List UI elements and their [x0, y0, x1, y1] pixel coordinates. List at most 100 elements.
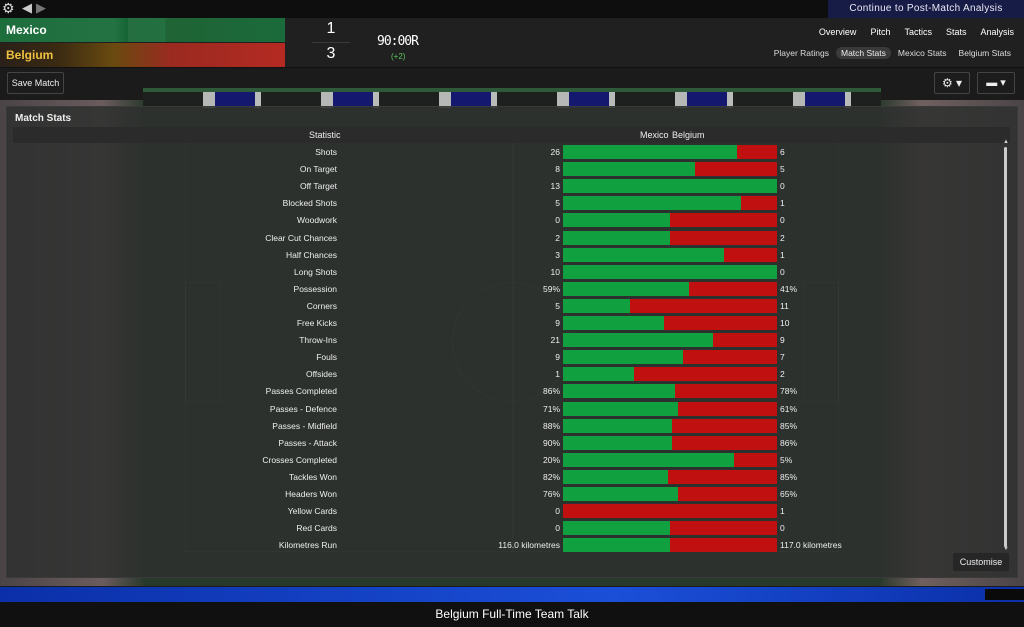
- home-value: 10: [550, 266, 560, 277]
- footer-bar[interactable]: Belgium Full-Time Team Talk: [0, 602, 1024, 627]
- stat-row: Passes Completed 86% 78%: [7, 383, 1007, 400]
- stat-bar: [563, 264, 777, 279]
- stat-row: Corners 5 11: [7, 298, 1007, 315]
- back-arrow-icon[interactable]: ◀: [22, 0, 32, 15]
- home-score: 1: [326, 20, 336, 37]
- stat-row: Crosses Completed 20% 5%: [7, 452, 1007, 469]
- scroll-up-icon[interactable]: ▲: [1003, 139, 1009, 145]
- stat-bar: [563, 418, 777, 433]
- col-away: Belgium: [672, 130, 705, 140]
- tab-stats[interactable]: Stats: [945, 27, 967, 37]
- stat-row: Passes - Midfield 88% 85%: [7, 418, 1007, 435]
- away-team-banner[interactable]: Belgium: [0, 43, 285, 67]
- stat-label: Woodwork: [297, 215, 337, 226]
- stat-label: Passes - Attack: [278, 437, 337, 448]
- stat-bar: [563, 350, 777, 365]
- gear-icon: ⚙ ▾: [941, 76, 963, 90]
- home-share-fill: [563, 350, 684, 365]
- home-share-fill: [563, 538, 670, 553]
- score-divider: [312, 42, 350, 43]
- stat-label: Blocked Shots: [282, 198, 337, 209]
- home-value: 5: [555, 198, 560, 209]
- stat-row: Free Kicks 9 10: [7, 315, 1007, 332]
- away-value: 0: [780, 181, 785, 192]
- home-value: 76%: [542, 489, 560, 499]
- away-value: 7: [780, 352, 785, 363]
- stat-bar: [563, 316, 777, 330]
- home-share-fill: [563, 401, 679, 416]
- home-share-fill: [563, 333, 713, 348]
- stat-label: Tackles Won: [288, 471, 337, 482]
- home-value: 9: [555, 318, 560, 328]
- stat-label: Headers Won: [285, 489, 337, 499]
- top-bar: ⚙ ◀ ▶ Continue to Post-Match Analysis: [0, 0, 1024, 18]
- stat-row: Tackles Won 82% 85%: [7, 469, 1007, 486]
- home-value: 71%: [542, 403, 560, 414]
- tab-tactics[interactable]: Tactics: [904, 27, 932, 37]
- home-share-fill: [563, 145, 737, 159]
- timeline-end: [985, 589, 1024, 600]
- stat-bar: [563, 333, 777, 348]
- stat-row: Long Shots 10 0: [7, 264, 1007, 281]
- home-value: 21: [550, 335, 560, 346]
- stat-label: Passes - Defence: [269, 403, 337, 414]
- options-button[interactable]: ⚙ ▾: [934, 72, 970, 94]
- home-value: 20%: [542, 454, 560, 465]
- stat-row: Possession 59% 41%: [7, 281, 1007, 298]
- stat-bar: [563, 298, 777, 313]
- continue-button[interactable]: Continue to Post-Match Analysis: [828, 0, 1024, 18]
- home-value: 3: [555, 249, 560, 260]
- chat-button[interactable]: ▬ ▾: [977, 72, 1015, 94]
- stats-table-header: Statistic Mexico Belgium: [13, 127, 1010, 143]
- main-nav: Overview Pitch Tactics Stats Analysis: [805, 27, 1014, 37]
- away-value: 117.0 kilometres: [780, 540, 842, 551]
- subtab-belgium-stats[interactable]: Belgium Stats: [958, 48, 1011, 58]
- stat-bar: [563, 401, 777, 416]
- stat-label: Throw-Ins: [299, 335, 337, 346]
- subtab-player-ratings[interactable]: Player Ratings: [773, 48, 829, 58]
- home-share-fill: [563, 435, 673, 450]
- match-clock: 90:00R: [377, 34, 419, 49]
- stat-label: Passes Completed: [265, 386, 337, 397]
- stat-bar: [563, 384, 777, 399]
- stat-row: Half Chances 3 1: [7, 247, 1007, 264]
- stat-row: Fouls 9 7: [7, 349, 1007, 366]
- away-value: 61%: [780, 403, 798, 414]
- home-team-name: Mexico: [6, 23, 47, 37]
- stat-row: Passes - Defence 71% 61%: [7, 401, 1007, 418]
- away-value: 5%: [780, 454, 793, 465]
- away-value: 2: [780, 232, 785, 243]
- match-timeline[interactable]: [0, 587, 1024, 602]
- home-share-fill: [563, 281, 690, 296]
- scroll-down-icon[interactable]: ▼: [1003, 546, 1009, 552]
- scrollbar[interactable]: [1004, 147, 1007, 547]
- home-share-fill: [563, 367, 635, 382]
- home-value: 0: [555, 215, 560, 226]
- home-share-fill: [563, 384, 676, 399]
- forward-arrow-icon[interactable]: ▶: [36, 0, 46, 15]
- stat-bar: [563, 367, 777, 382]
- subtab-mexico-stats[interactable]: Mexico Stats: [897, 48, 947, 58]
- save-match-button[interactable]: Save Match: [7, 72, 64, 94]
- away-value: 5: [780, 164, 785, 175]
- home-share-fill: [563, 418, 672, 433]
- match-header: Mexico Belgium 1 3 90:00R (+2) Overview …: [0, 18, 1024, 68]
- home-share-fill: [563, 521, 670, 536]
- stat-bar: [563, 487, 777, 501]
- subtab-match-stats[interactable]: Match Stats: [836, 47, 891, 59]
- home-team-banner[interactable]: Mexico: [0, 18, 285, 42]
- tab-pitch[interactable]: Pitch: [870, 27, 891, 37]
- match-stats-panel: Match Stats Statistic Mexico Belgium Sho…: [6, 106, 1018, 578]
- tab-overview[interactable]: Overview: [818, 27, 857, 37]
- gear-icon[interactable]: ⚙: [2, 0, 15, 16]
- customise-button[interactable]: Customise: [953, 553, 1009, 571]
- stat-bar: [563, 504, 777, 519]
- stat-bar: [563, 469, 777, 484]
- toolbar: Save Match ⚙ ▾ ▬ ▾: [0, 69, 1024, 99]
- stat-label: Kilometres Run: [278, 540, 337, 551]
- stat-bar: [563, 145, 777, 159]
- home-share-fill: [563, 487, 679, 501]
- stat-row: Headers Won 76% 65%: [7, 486, 1007, 503]
- away-value: 1: [780, 506, 785, 517]
- tab-analysis[interactable]: Analysis: [980, 27, 1014, 37]
